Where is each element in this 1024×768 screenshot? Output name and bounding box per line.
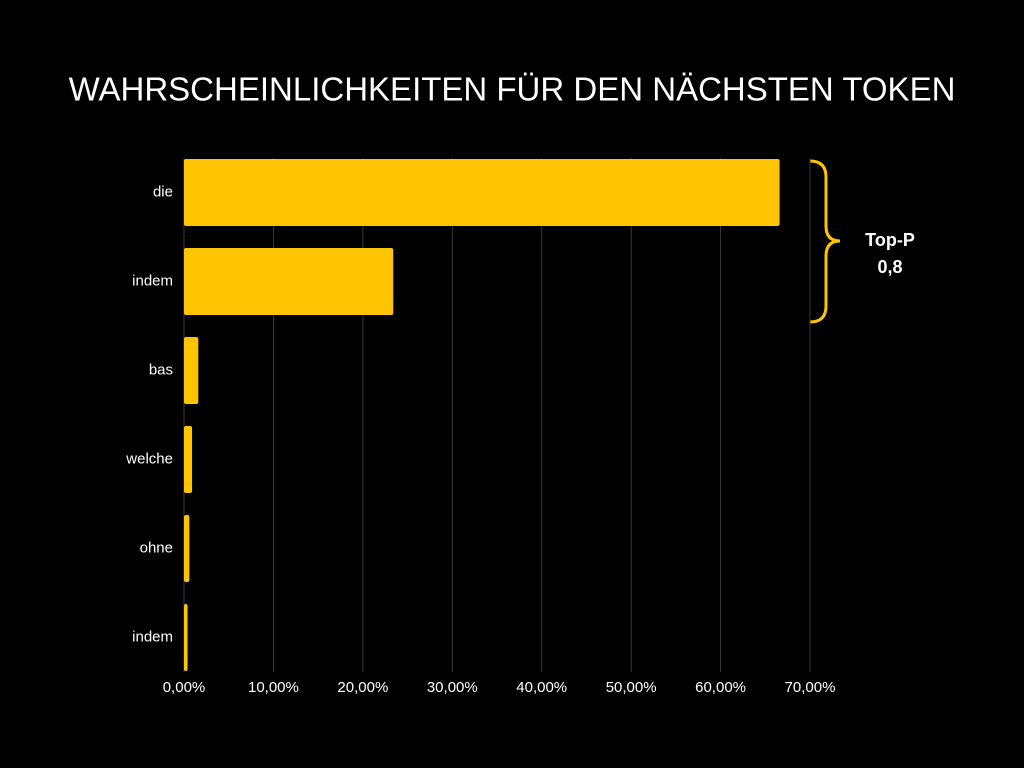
x-tick-label: 10,00%: [248, 679, 299, 696]
x-tick-label: 40,00%: [516, 679, 567, 696]
x-tick-label: 50,00%: [606, 679, 657, 696]
y-tick-label: indem: [132, 628, 173, 645]
brace: [809, 159, 841, 324]
bar: [184, 159, 780, 226]
x-tick-label: 60,00%: [695, 679, 746, 696]
y-tick-label: indem: [132, 272, 173, 289]
x-tick-label: 20,00%: [337, 679, 388, 696]
bar: [184, 604, 188, 671]
x-tick-label: 70,00%: [785, 679, 836, 696]
bar: [184, 248, 394, 315]
y-tick-label: welche: [125, 450, 173, 467]
annotation: 0,8: [877, 257, 902, 277]
annotation: Top-P: [865, 230, 915, 250]
y-tick-label: bas: [149, 361, 173, 378]
bar: [184, 515, 190, 582]
y-tick-label: die: [153, 183, 173, 200]
x-tick-label: 30,00%: [427, 679, 478, 696]
x-tick-label: 0,00%: [163, 679, 206, 696]
bar: [184, 426, 193, 493]
bar: [184, 337, 199, 404]
chart-title: WAHRSCHEINLICHKEITEN FÜR DEN NÄCHSTEN TO…: [69, 71, 956, 108]
y-tick-label: ohne: [140, 539, 173, 556]
